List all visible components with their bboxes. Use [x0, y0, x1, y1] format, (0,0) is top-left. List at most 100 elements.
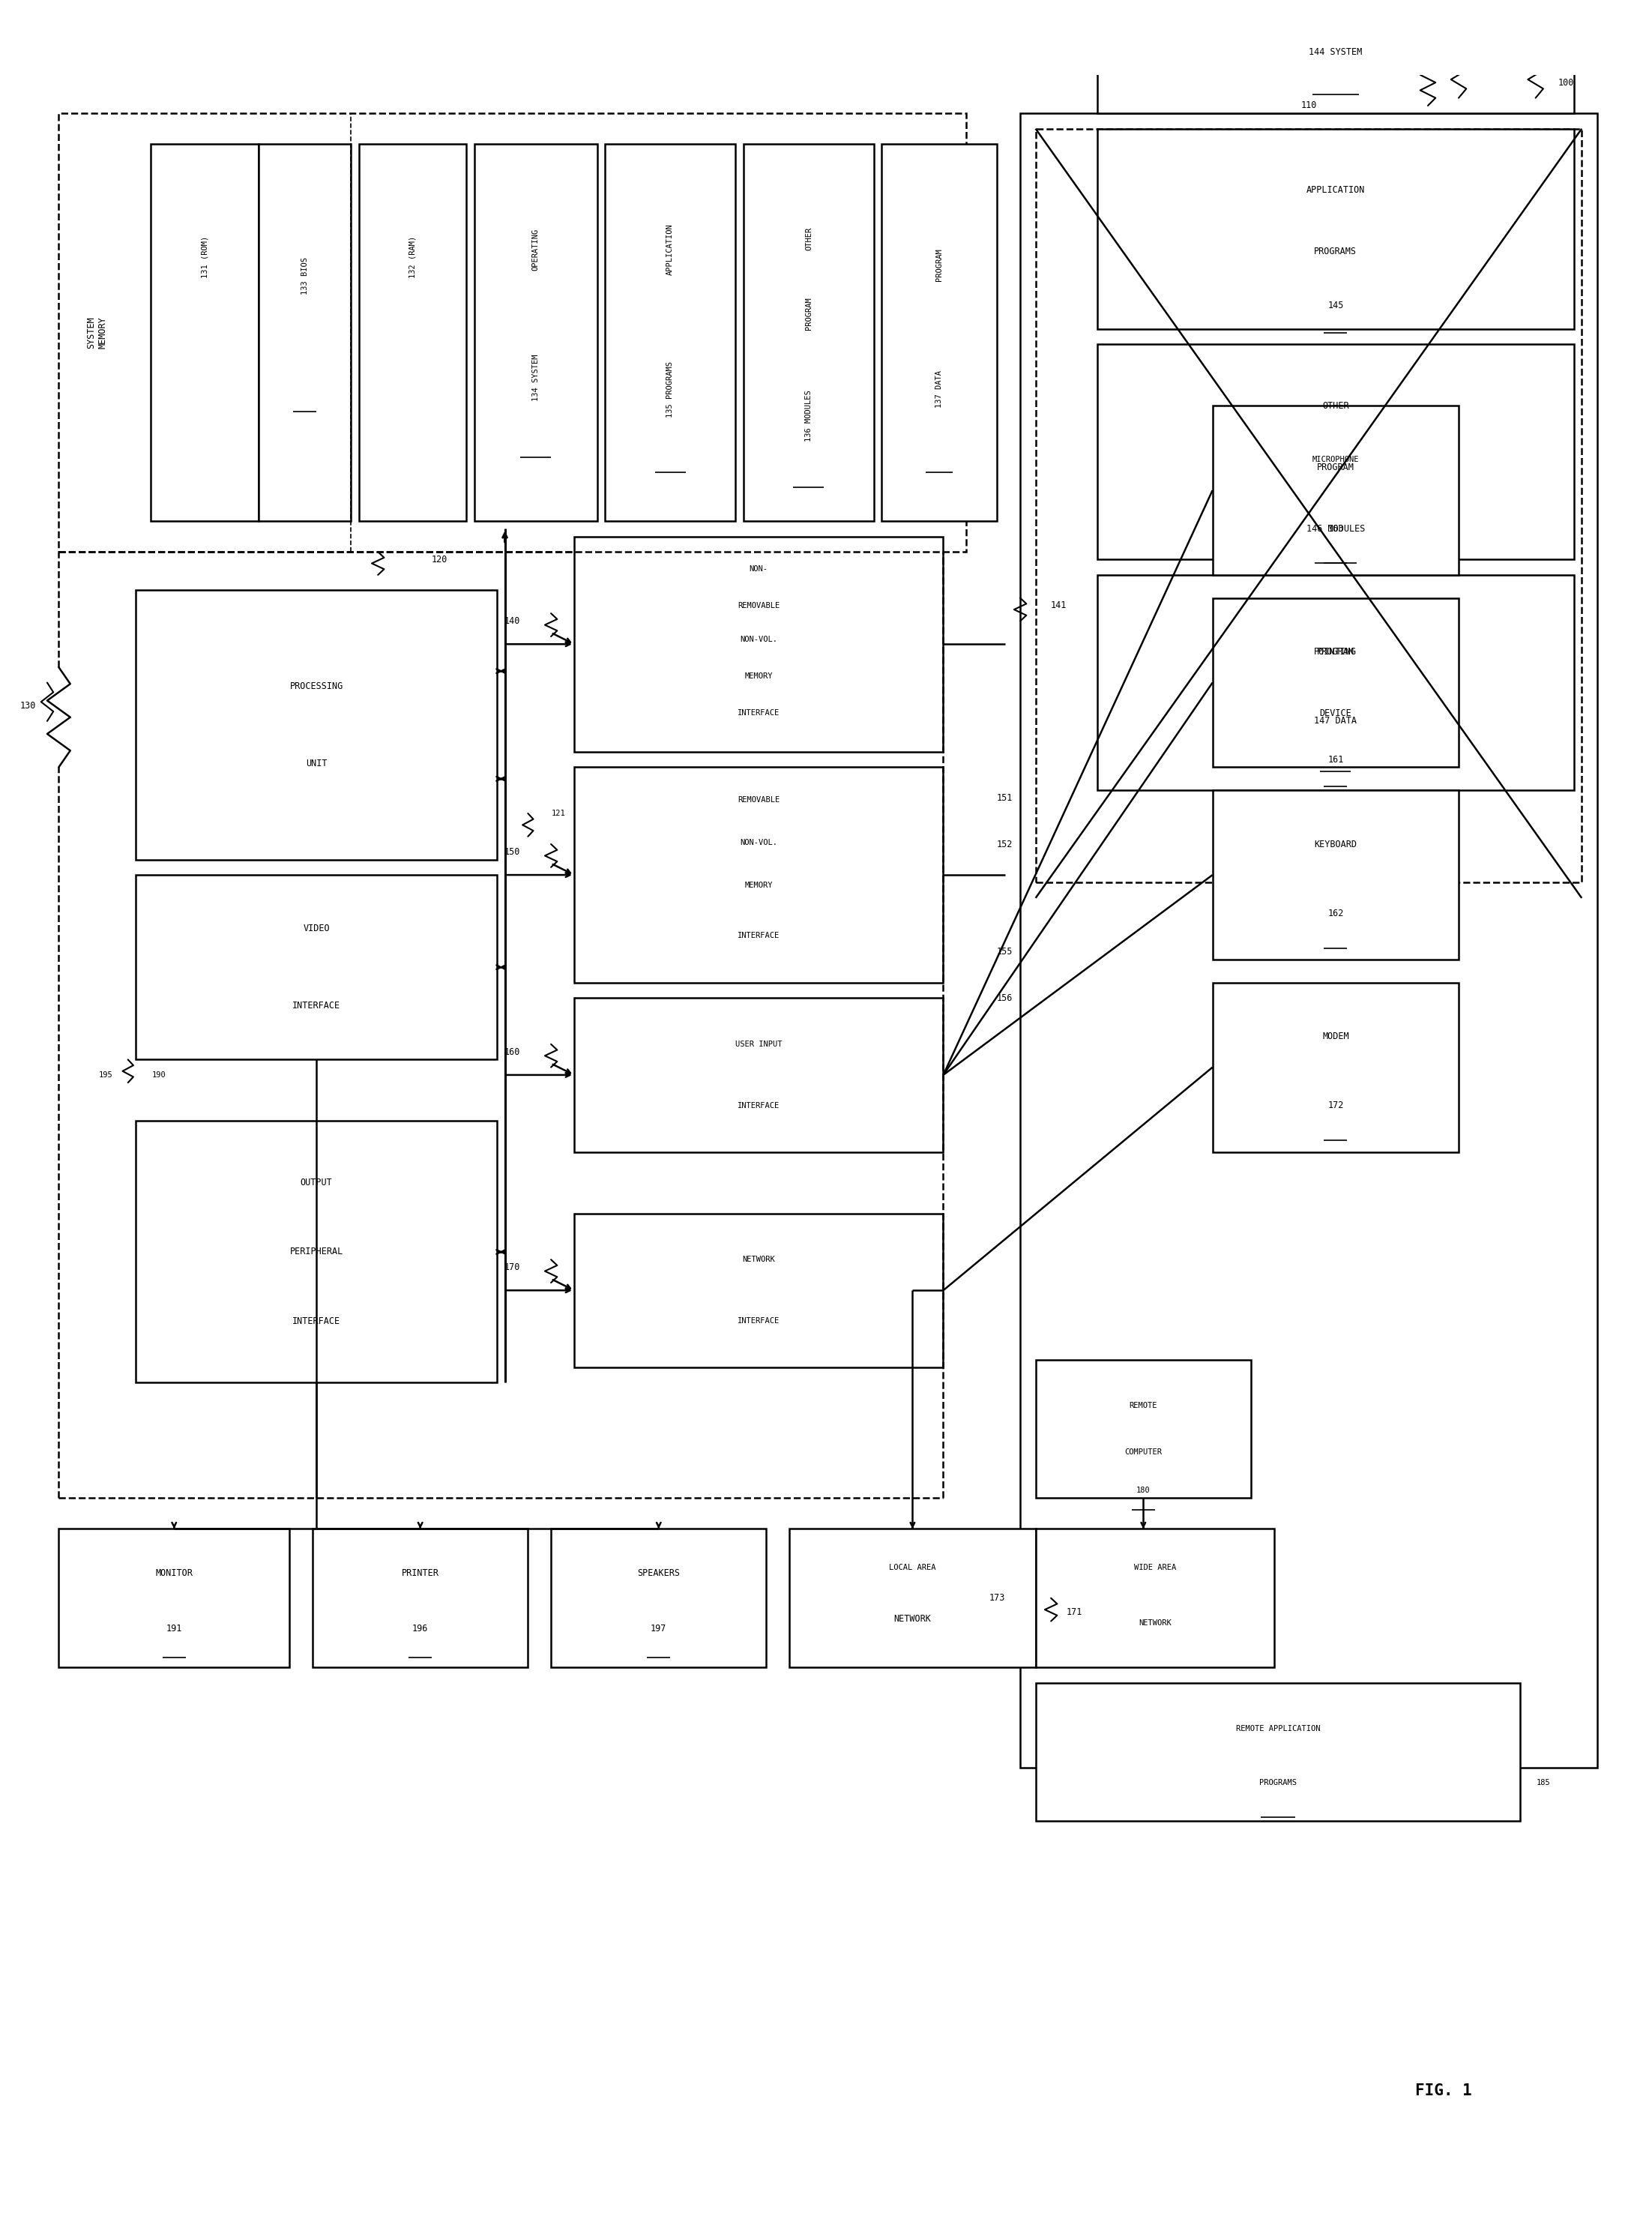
Text: REMOVABLE: REMOVABLE [737, 796, 780, 803]
Bar [1036, 1528, 1274, 1667]
Bar [135, 591, 497, 859]
Bar [605, 145, 735, 522]
Text: 173: 173 [990, 1593, 1004, 1602]
Bar [1097, 129, 1574, 328]
Text: MEMORY: MEMORY [745, 674, 773, 680]
Text: PROCESSING: PROCESSING [289, 683, 344, 692]
Text: MICROPHONE: MICROPHONE [1312, 455, 1360, 464]
Bar [575, 1214, 943, 1368]
Bar [135, 1122, 497, 1383]
Text: 161: 161 [1328, 754, 1343, 765]
Text: FIG. 1: FIG. 1 [1414, 2084, 1472, 2097]
Text: NON-: NON- [750, 564, 768, 573]
Text: 147 DATA: 147 DATA [1315, 716, 1356, 725]
Bar [59, 1528, 289, 1667]
Text: COMPUTER: COMPUTER [1125, 1448, 1161, 1455]
Text: MODEM: MODEM [1322, 1031, 1350, 1042]
Text: 171: 171 [1066, 1606, 1082, 1617]
Bar [575, 535, 943, 752]
Text: 144 SYSTEM: 144 SYSTEM [1308, 47, 1363, 56]
Text: PERIPHERAL: PERIPHERAL [289, 1247, 344, 1256]
Text: PROGRAM: PROGRAM [1317, 647, 1355, 656]
Text: PROGRAM: PROGRAM [1317, 462, 1355, 473]
Bar [312, 1528, 529, 1667]
Text: USER INPUT: USER INPUT [735, 1040, 781, 1049]
Text: 121: 121 [552, 810, 565, 817]
Text: INTERFACE: INTERFACE [737, 1316, 780, 1325]
Bar [552, 1528, 767, 1667]
Text: APPLICATION: APPLICATION [1307, 185, 1365, 194]
Text: SYSTEM
MEMORY: SYSTEM MEMORY [86, 317, 107, 348]
Bar [575, 767, 943, 982]
Text: OUTPUT: OUTPUT [301, 1178, 332, 1187]
Text: 100: 100 [1558, 78, 1574, 87]
Text: VIDEO: VIDEO [302, 924, 330, 933]
Text: NON-VOL.: NON-VOL. [740, 636, 778, 643]
Text: 170: 170 [504, 1263, 520, 1272]
Bar [1213, 790, 1459, 959]
Bar [1097, 576, 1574, 790]
Text: INTERFACE: INTERFACE [737, 1102, 780, 1109]
Text: 172: 172 [1328, 1100, 1343, 1111]
Bar [150, 145, 259, 522]
Text: POINTING: POINTING [1315, 647, 1356, 656]
Text: 132 (RAM): 132 (RAM) [408, 236, 416, 279]
Text: 195: 195 [99, 1071, 112, 1080]
Text: OTHER: OTHER [1322, 402, 1350, 411]
Bar [1036, 129, 1581, 883]
Text: PRINTER: PRINTER [401, 1568, 439, 1577]
Text: NETWORK: NETWORK [1138, 1620, 1171, 1626]
Text: 133 BIOS: 133 BIOS [301, 257, 309, 294]
Text: 163: 163 [1328, 524, 1343, 533]
Bar [358, 145, 466, 522]
Text: 135 PROGRAMS: 135 PROGRAMS [666, 361, 674, 417]
Text: INTERFACE: INTERFACE [737, 933, 780, 939]
Text: APPLICATION: APPLICATION [666, 223, 674, 274]
Text: 110: 110 [1300, 100, 1317, 112]
Text: LOCAL AREA: LOCAL AREA [889, 1564, 937, 1571]
Text: 180: 180 [1137, 1486, 1150, 1495]
Text: 162: 162 [1328, 908, 1343, 919]
Text: 145: 145 [1328, 301, 1343, 310]
Text: WIDE AREA: WIDE AREA [1133, 1564, 1176, 1571]
Text: 152: 152 [996, 839, 1013, 850]
Bar [135, 875, 497, 1060]
Text: KEYBOARD: KEYBOARD [1315, 839, 1356, 850]
Text: 156: 156 [996, 993, 1013, 1004]
Bar [1213, 406, 1459, 576]
Bar [1036, 1682, 1520, 1820]
Text: INTERFACE: INTERFACE [737, 709, 780, 716]
Text: INTERFACE: INTERFACE [292, 1002, 340, 1011]
Bar [1213, 598, 1459, 767]
Text: 131 (ROM): 131 (ROM) [202, 236, 208, 279]
Bar [474, 145, 596, 522]
Text: 140: 140 [504, 616, 520, 627]
Text: 197: 197 [651, 1624, 667, 1633]
Text: UNIT: UNIT [306, 759, 327, 767]
Bar [1097, 0, 1574, 114]
Text: 150: 150 [504, 848, 520, 857]
Bar [1021, 114, 1597, 1767]
Text: PROGRAMS: PROGRAMS [1315, 248, 1356, 257]
Text: OPERATING: OPERATING [532, 228, 539, 270]
Text: REMOVABLE: REMOVABLE [737, 602, 780, 609]
Text: PROGRAM: PROGRAM [805, 297, 813, 330]
Text: 160: 160 [504, 1046, 520, 1057]
Bar [1097, 344, 1574, 560]
Text: 136 MODULES: 136 MODULES [805, 390, 813, 442]
Text: DEVICE: DEVICE [1320, 709, 1351, 718]
Text: PROGRAMS: PROGRAMS [1259, 1778, 1297, 1787]
Bar [790, 1528, 1036, 1667]
Text: 141: 141 [1051, 600, 1067, 611]
Text: 151: 151 [996, 794, 1013, 803]
Text: 191: 191 [167, 1624, 182, 1633]
Bar [1036, 1359, 1251, 1497]
Bar [882, 145, 998, 522]
Text: REMOTE: REMOTE [1130, 1401, 1158, 1410]
Bar [59, 114, 966, 551]
Text: 134 SYSTEM: 134 SYSTEM [532, 355, 539, 402]
Text: 196: 196 [413, 1624, 428, 1633]
Text: REMOTE APPLICATION: REMOTE APPLICATION [1236, 1725, 1320, 1733]
Text: MONITOR: MONITOR [155, 1568, 193, 1577]
Bar [1213, 982, 1459, 1151]
